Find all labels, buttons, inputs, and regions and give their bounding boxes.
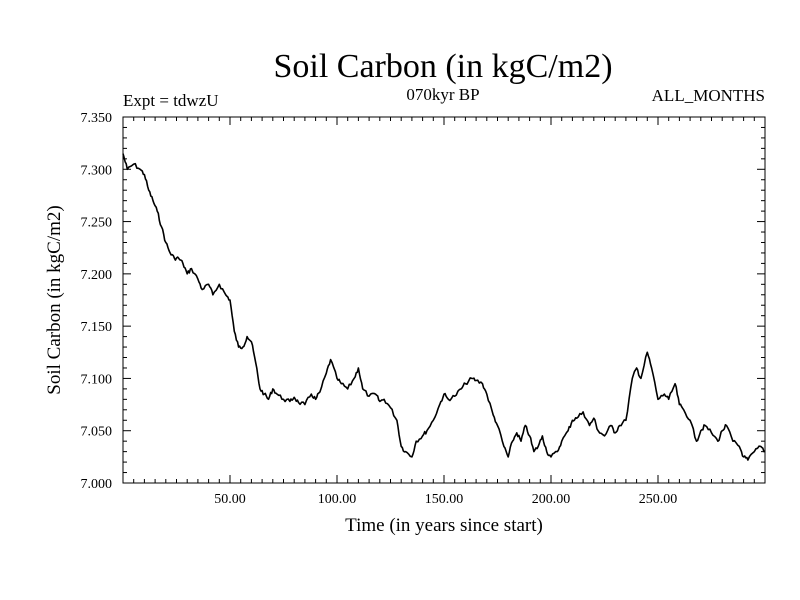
y-tick-label: 7.050 [81,425,113,440]
y-tick-label: 7.200 [81,268,113,283]
chart-title: Soil Carbon (in kgC/m2) [273,48,612,85]
x-tick-label: 150.00 [425,492,464,507]
plot-frame [122,116,766,484]
subtitle-period: 070kyr BP [406,85,479,104]
y-tick-label: 7.250 [81,216,113,231]
y-axis: 7.000 7.050 7.100 7.150 7.200 7.250 7.300 7.350 [81,111,765,492]
x-axis: 50.00 100.00 150.00 200.00 250.00 [133,117,755,507]
x-tick-label: 200.00 [532,492,571,507]
series-line [122,153,765,461]
y-tick-label: 7.100 [81,372,113,387]
x-tick-label: 50.00 [214,492,246,507]
y-tick-label: 7.350 [81,111,113,126]
x-tick-label: 100.00 [318,492,357,507]
y-tick-label: 7.300 [81,163,113,178]
y-axis-label: Soil Carbon (in kgC/m2) [44,205,65,394]
subtitle-experiment: Expt = tdwzU [123,91,219,110]
y-tick-label: 7.000 [81,477,113,492]
subtitle-months: ALL_MONTHS [652,86,765,105]
x-tick-label: 250.00 [639,492,678,507]
x-axis-label: Time (in years since start) [345,515,543,536]
y-tick-label: 7.150 [81,320,113,335]
